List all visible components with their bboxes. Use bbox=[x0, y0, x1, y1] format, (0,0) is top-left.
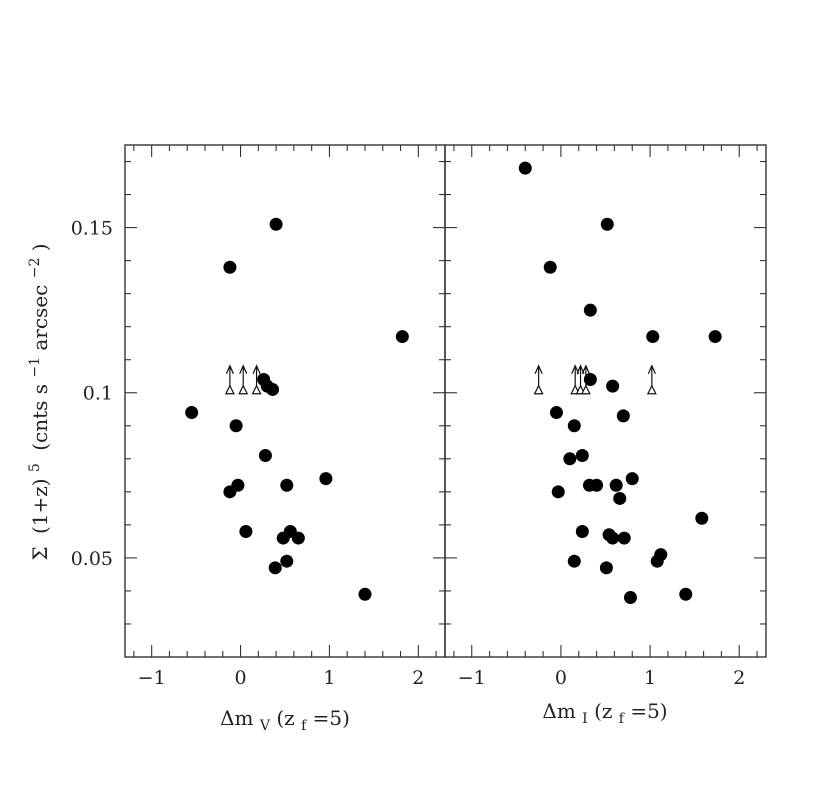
left-data-point bbox=[291, 531, 305, 545]
left-xlabel-prefix: Δm bbox=[220, 706, 253, 730]
right-data-point bbox=[575, 524, 589, 538]
right-xlabel-suffix: =5) bbox=[630, 699, 667, 723]
left-y-tick-label: 0.15 bbox=[71, 218, 113, 240]
right-x-tick-label: 2 bbox=[733, 667, 745, 689]
right-data-point bbox=[575, 449, 589, 463]
right-data-point bbox=[609, 478, 623, 492]
limit-arrow-head bbox=[576, 364, 585, 374]
right-plot-frame bbox=[444, 144, 767, 658]
y-label-units-c: ) bbox=[28, 243, 52, 251]
right-data-point bbox=[599, 561, 613, 575]
right-data-point bbox=[679, 587, 693, 601]
y-label-units-a: (cnts s bbox=[28, 384, 52, 451]
right-lower-limit-marker bbox=[533, 364, 544, 395]
right-data-point bbox=[613, 491, 627, 505]
left-x-tick-label: 0 bbox=[235, 667, 247, 689]
right-data-point bbox=[606, 379, 620, 393]
left-x-axis-label: Δm V (z f =5) bbox=[220, 706, 350, 735]
left-lower-limit-marker bbox=[251, 364, 262, 395]
right-x-tick-label: 1 bbox=[644, 667, 656, 689]
y-label-sigma: Σ bbox=[28, 546, 52, 560]
y-axis-label: Σ (1+z) 5 (cnts s −1 arcsec −2 ) bbox=[20, 243, 52, 560]
left-x-tick-label: 1 bbox=[323, 667, 335, 689]
left-data-point bbox=[269, 217, 283, 231]
left-xlabel-suffix: =5) bbox=[313, 706, 350, 730]
y-label-exp: 5 bbox=[27, 463, 43, 472]
y-label-units-exp1: −1 bbox=[27, 357, 43, 378]
limit-arrow-head bbox=[581, 364, 590, 374]
left-data-point bbox=[395, 330, 409, 344]
left-data-point bbox=[280, 478, 294, 492]
limit-triangle bbox=[238, 384, 249, 395]
right-data-point bbox=[606, 531, 620, 545]
left-lower-limit-marker bbox=[224, 364, 235, 395]
right-xlabel-sub: I bbox=[582, 711, 588, 727]
left-data-point bbox=[229, 419, 243, 433]
limit-arrow-head bbox=[534, 364, 543, 374]
left-y-tick-label: 0.1 bbox=[83, 383, 113, 405]
left-lower-limit-marker bbox=[238, 364, 249, 395]
left-data-point bbox=[276, 531, 290, 545]
right-data-point bbox=[623, 591, 637, 605]
left-x-tick-label: 2 bbox=[412, 667, 424, 689]
right-data-point bbox=[583, 373, 597, 387]
left-data-point bbox=[280, 554, 294, 568]
right-data-point bbox=[583, 303, 597, 317]
right-data-point bbox=[616, 409, 630, 423]
y-label-units-exp2: −2 bbox=[27, 258, 43, 279]
limit-triangle bbox=[533, 384, 544, 395]
limit-triangle bbox=[580, 384, 591, 395]
right-data-point bbox=[567, 554, 581, 568]
right-data-point bbox=[563, 452, 577, 466]
right-lower-limit-marker bbox=[646, 364, 657, 395]
right-xlabel-mid: (z bbox=[594, 699, 612, 723]
right-data-point bbox=[549, 406, 563, 420]
left-data-point bbox=[223, 485, 237, 499]
right-data-point bbox=[625, 472, 639, 486]
right-data-point bbox=[567, 419, 581, 433]
limit-triangle bbox=[224, 384, 235, 395]
right-data-point bbox=[600, 217, 614, 231]
left-data-point bbox=[319, 472, 333, 486]
left-xlabel-sub2: f bbox=[301, 718, 308, 734]
right-data-point bbox=[646, 330, 660, 344]
right-data-point bbox=[590, 478, 604, 492]
right-data-point bbox=[650, 554, 664, 568]
left-xlabel-mid: (z bbox=[276, 706, 294, 730]
right-data-point bbox=[617, 531, 631, 545]
right-xlabel-prefix: Δm bbox=[542, 699, 575, 723]
left-x-tick-label: −1 bbox=[138, 667, 166, 689]
right-x-tick-label: 0 bbox=[555, 667, 567, 689]
left-data-point bbox=[185, 406, 199, 420]
left-data-point bbox=[358, 587, 372, 601]
right-data-point bbox=[518, 161, 532, 175]
left-data-point bbox=[223, 260, 237, 274]
y-label-units-b: arcsec bbox=[28, 285, 52, 351]
left-data-point bbox=[268, 561, 282, 575]
right-data-point bbox=[708, 330, 722, 344]
limit-triangle bbox=[251, 384, 262, 395]
right-x-tick-label: −1 bbox=[458, 667, 486, 689]
limit-arrow-head bbox=[239, 364, 248, 374]
left-data-point bbox=[266, 382, 280, 396]
right-data-point bbox=[695, 511, 709, 525]
right-data-point bbox=[543, 260, 557, 274]
y-label-paren: (1+z) bbox=[28, 478, 52, 534]
limit-arrow-head bbox=[252, 364, 261, 374]
right-panel: −1 0 1 2 bbox=[444, 144, 767, 689]
left-data-point bbox=[258, 449, 272, 463]
right-x-axis-label: Δm I (z f =5) bbox=[542, 699, 667, 728]
limit-arrow-head bbox=[571, 364, 580, 374]
left-xlabel-sub: V bbox=[259, 718, 271, 734]
limit-arrow-head bbox=[225, 364, 234, 374]
left-y-tick-label: 0.05 bbox=[71, 548, 113, 570]
left-data-point bbox=[239, 524, 253, 538]
limit-triangle bbox=[646, 384, 657, 395]
right-xlabel-sub2: f bbox=[619, 711, 626, 727]
left-panel: −1 0 1 2 0.05 0.1 0.15 bbox=[71, 144, 446, 689]
right-data-point bbox=[551, 485, 565, 499]
limit-arrow-head bbox=[647, 364, 656, 374]
